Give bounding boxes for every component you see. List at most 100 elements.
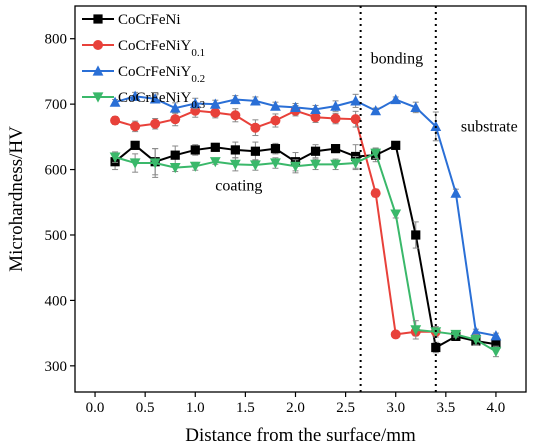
data-point	[310, 159, 321, 170]
series-line	[114, 95, 497, 337]
y-tick-label: 700	[45, 97, 68, 113]
y-tick-label: 600	[45, 163, 68, 179]
data-point	[470, 326, 482, 337]
data-point	[490, 346, 502, 358]
data-point	[491, 339, 501, 349]
x-tick-label: 3.0	[386, 400, 405, 416]
series-cocrfeniy0-2	[109, 90, 502, 341]
data-point	[370, 105, 382, 116]
data-point	[129, 90, 141, 101]
data-point	[250, 160, 261, 171]
x-tick-label: 0.0	[86, 400, 105, 416]
data-point	[370, 148, 382, 159]
y-tick-label: 300	[45, 359, 68, 375]
data-point	[290, 101, 301, 113]
legend-subscript: 0.2	[191, 73, 205, 85]
data-point	[190, 105, 201, 116]
x-axis-label: Distance from the surface/mm	[185, 425, 416, 446]
data-point	[270, 100, 281, 111]
data-point	[229, 93, 241, 105]
y-tick-label: 800	[45, 32, 68, 48]
series-cocrfeniy0-3	[109, 147, 502, 358]
data-point	[229, 159, 241, 170]
data-point	[250, 146, 260, 156]
data-point	[169, 102, 181, 113]
data-point	[209, 157, 221, 168]
series-layer	[109, 90, 502, 358]
data-point	[150, 118, 161, 129]
data-point	[450, 329, 462, 341]
legend-item: CoCrFeNi	[82, 12, 181, 28]
series-cocrfeniy0-1	[110, 103, 441, 340]
data-point	[310, 146, 321, 156]
data-point	[170, 150, 180, 160]
plot-frame	[74, 5, 527, 393]
data-point	[310, 112, 321, 123]
data-point	[290, 161, 301, 172]
legend: CoCrFeNi CoCrFeNiY0.1 CoCrFeNiY0.2 CoCrFeNi…	[82, 12, 206, 111]
data-point	[350, 95, 362, 106]
y-tick-label: 400	[45, 293, 68, 309]
data-point	[230, 145, 240, 155]
data-point	[390, 209, 402, 220]
data-point	[189, 161, 201, 172]
data-point	[149, 158, 161, 169]
data-point	[93, 40, 103, 50]
legend-label: CoCrFeNiY0.1	[118, 38, 205, 59]
annotation-label: substrate	[461, 119, 518, 136]
data-point	[490, 330, 502, 341]
data-point	[129, 158, 141, 169]
x-tick-label: 3.5	[436, 400, 455, 416]
data-point	[210, 142, 220, 152]
y-axis-label: Microhardness/HV	[6, 126, 27, 272]
legend-item: CoCrFeNiY0.1	[82, 38, 205, 59]
legend-label: CoCrFeNiY0.3	[118, 90, 206, 111]
data-point	[92, 65, 104, 76]
legend-subscript: 0.1	[191, 47, 205, 59]
data-point	[411, 230, 421, 240]
series-line	[114, 151, 497, 353]
data-point	[270, 115, 281, 126]
series-line	[114, 143, 497, 350]
y-tick-label: 500	[45, 228, 68, 244]
x-tick-label: 2.0	[286, 400, 305, 416]
legend-label: CoCrFeNiY0.2	[118, 64, 205, 85]
data-point	[430, 120, 442, 131]
data-point	[370, 188, 381, 199]
data-point	[189, 97, 201, 109]
data-point	[169, 162, 181, 174]
data-point	[130, 121, 141, 132]
annotation-label: bonding	[371, 51, 423, 68]
data-point	[109, 152, 121, 163]
data-point	[390, 329, 401, 340]
legend-item: CoCrFeNiY0.2	[82, 64, 205, 85]
x-tick-label: 4.0	[487, 400, 506, 416]
data-point	[250, 122, 261, 133]
data-point	[450, 187, 462, 198]
x-tick-label: 2.5	[336, 400, 355, 416]
data-point	[330, 159, 341, 170]
data-point	[330, 100, 341, 111]
legend-item: CoCrFeNiY0.3	[82, 90, 206, 111]
x-tick-label: 1.0	[186, 400, 205, 416]
data-point	[170, 114, 181, 125]
data-point	[209, 98, 221, 109]
data-point	[410, 101, 422, 113]
data-point	[210, 107, 221, 118]
data-point	[93, 14, 103, 24]
data-point	[431, 342, 441, 353]
data-point	[270, 158, 281, 169]
annotation-label: coating	[215, 177, 262, 194]
data-point	[270, 144, 281, 154]
data-point	[390, 93, 402, 105]
data-point	[330, 144, 341, 154]
annotations: bonding substrate coating	[215, 51, 517, 195]
data-point	[109, 96, 121, 107]
data-point	[230, 110, 241, 121]
axis-ticks: 0.0 0.5 1.0 1.5 2.0 2.5 3.0 3.5 4.0 300 400 500 600 7…	[45, 32, 506, 416]
legend-label: CoCrFeNi	[118, 12, 181, 28]
data-point	[149, 93, 161, 104]
x-tick-label: 1.5	[236, 400, 255, 416]
series-cocrfeni	[110, 140, 501, 354]
